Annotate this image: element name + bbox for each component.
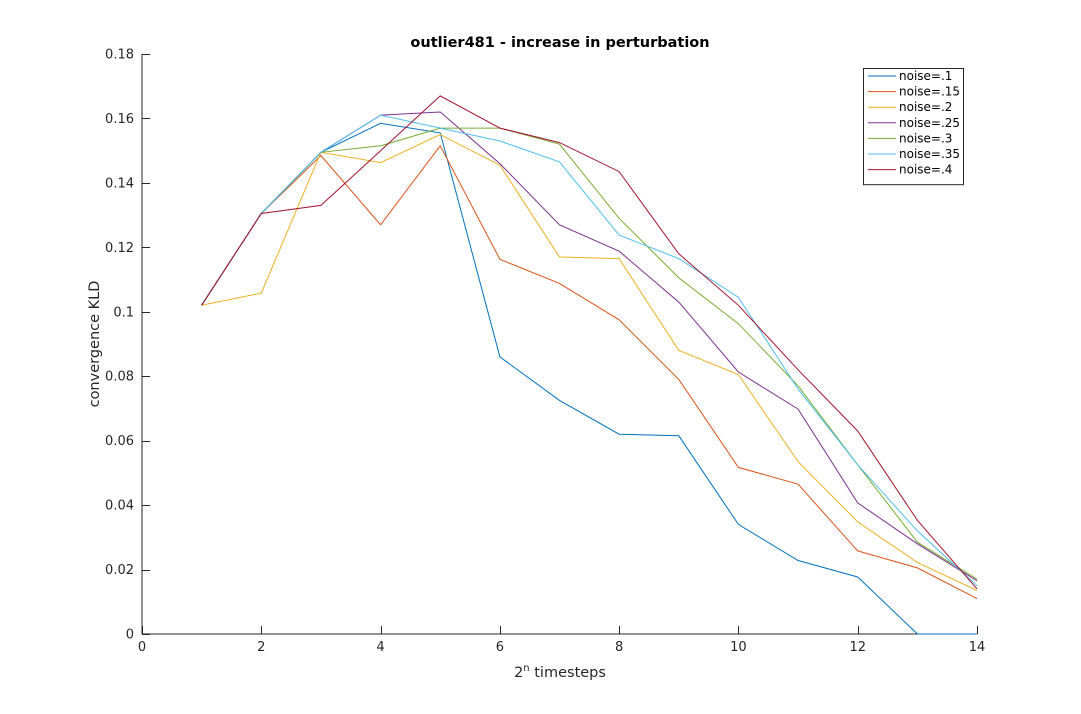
series-line-noise-1 xyxy=(201,122,977,635)
x-axis-title: 2n timesteps xyxy=(514,663,606,681)
legend-label: noise=.25 xyxy=(899,116,960,130)
y-tick-label: 0.1 xyxy=(113,305,134,320)
legend-box xyxy=(863,68,964,186)
series-line-noise-25 xyxy=(201,111,978,582)
legend-label: noise=.15 xyxy=(899,85,960,99)
series-line-noise-2 xyxy=(201,134,978,591)
x-tick-label: 14 xyxy=(969,640,986,655)
series-line-noise-3 xyxy=(201,127,978,580)
y-tick-label: 0.12 xyxy=(105,241,134,256)
x-axis-title-suffix: timesteps xyxy=(530,665,606,681)
y-tick-label: 0 xyxy=(126,628,134,643)
x-axis-title-base: 2 xyxy=(514,665,523,681)
x-tick-label: 0 xyxy=(138,640,146,655)
x-tick-label: 12 xyxy=(849,640,866,655)
y-tick-label: 0.16 xyxy=(105,112,134,127)
x-axis-title-superscript: n xyxy=(523,663,529,674)
y-axis-title: convergence KLD xyxy=(87,281,103,408)
x-tick-label: 10 xyxy=(730,640,747,655)
y-tick-label: 0.02 xyxy=(105,563,134,578)
y-tick-label: 0.06 xyxy=(105,434,134,449)
series-line-noise-35 xyxy=(201,114,978,587)
legend-label: noise=.2 xyxy=(899,100,952,114)
series-lines xyxy=(201,95,978,635)
x-tick-label: 2 xyxy=(257,640,265,655)
series-line-noise-15 xyxy=(201,144,978,600)
y-tick-label: 0.08 xyxy=(105,370,134,385)
x-tick-label: 4 xyxy=(376,640,384,655)
legend-label: noise=.1 xyxy=(899,69,952,83)
chart-title: outlier481 - increase in perturbation xyxy=(410,35,709,51)
legend-label: noise=.3 xyxy=(899,131,952,145)
x-tick-label: 6 xyxy=(496,640,504,655)
x-tick-label: 8 xyxy=(615,640,623,655)
y-tick-label: 0.18 xyxy=(105,48,134,63)
axes: 0 2 4 6 8 10 12 14 0 0.02 0.04 0.06 0.08 0.1 0.12 0.14 0… xyxy=(105,48,985,656)
y-tick-label: 0.04 xyxy=(105,499,134,514)
series-line-noise-4 xyxy=(201,95,978,590)
legend-label: noise=.4 xyxy=(899,163,952,177)
y-tick-label: 0.14 xyxy=(105,176,134,191)
legend: noise=.1noise=.15noise=.2noise=.25noise=… xyxy=(863,68,964,186)
legend-label: noise=.35 xyxy=(899,147,960,161)
